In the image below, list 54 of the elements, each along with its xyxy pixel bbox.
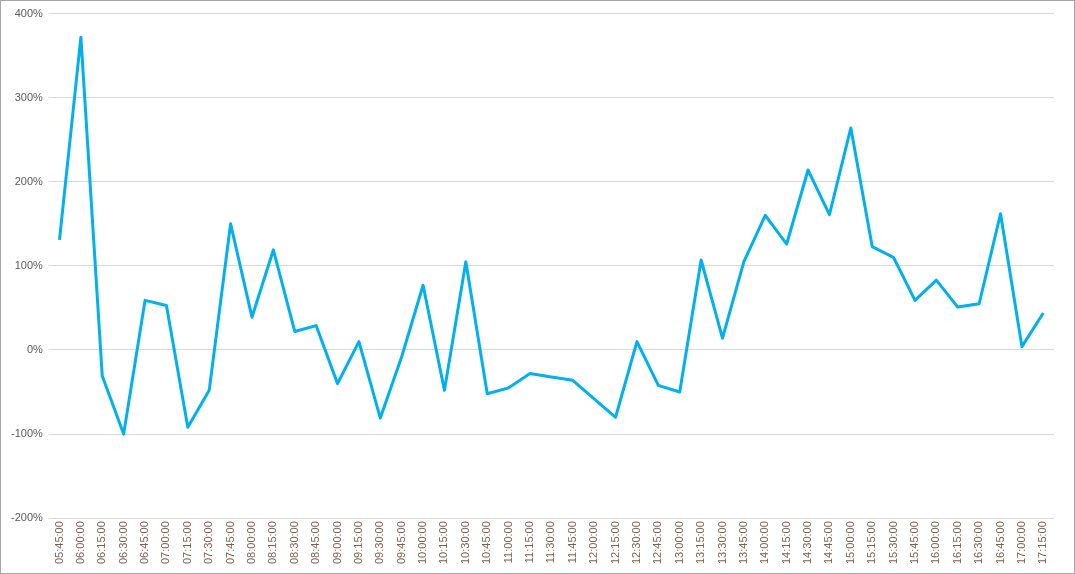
x-tick-label: 16:45:00 <box>993 521 1006 565</box>
x-tick-label: 08:00:00 <box>245 521 258 565</box>
x-tick-label: 07:00:00 <box>159 521 172 565</box>
x-tick-label: 07:15:00 <box>180 521 193 565</box>
x-tick-label: 14:00:00 <box>758 521 771 565</box>
x-tick-label: 06:30:00 <box>116 521 129 565</box>
x-tick-label: 08:30:00 <box>287 521 300 565</box>
x-tick-label: 08:15:00 <box>266 521 279 565</box>
x-tick-label: 07:30:00 <box>202 521 215 565</box>
x-tick-label: 09:00:00 <box>330 521 343 565</box>
x-tick-label: 13:00:00 <box>672 521 685 565</box>
x-tick-label: 10:30:00 <box>458 521 471 565</box>
y-tick-label: 0% <box>26 343 44 356</box>
x-tick-label: 17:15:00 <box>1036 521 1049 565</box>
x-tick-label: 13:30:00 <box>715 521 728 565</box>
x-tick-label: 11:15:00 <box>523 521 536 564</box>
y-tick-label: -200% <box>11 511 44 524</box>
y-tick-label: 300% <box>14 90 44 103</box>
x-tick-label: 15:45:00 <box>908 521 921 565</box>
x-tick-label: 12:30:00 <box>629 521 642 565</box>
x-tick-label: 16:00:00 <box>929 521 942 565</box>
x-tick-label: 15:15:00 <box>865 521 878 565</box>
x-tick-label: 08:45:00 <box>309 521 322 565</box>
x-tick-label: 09:45:00 <box>394 521 407 565</box>
x-tick-label: 06:15:00 <box>95 521 108 565</box>
x-tick-label: 14:30:00 <box>801 521 814 565</box>
x-tick-label: 06:00:00 <box>73 521 86 565</box>
x-tick-label: 10:15:00 <box>437 521 450 565</box>
x-tick-label: 11:30:00 <box>544 521 557 564</box>
x-tick-label: 12:15:00 <box>608 521 621 565</box>
x-tick-label: 11:45:00 <box>565 521 578 564</box>
y-tick-label: 400% <box>14 6 44 19</box>
x-tick-label: 10:00:00 <box>416 521 429 565</box>
x-tick-label: 11:00:00 <box>501 521 514 564</box>
x-tick-label: 12:00:00 <box>587 521 600 565</box>
x-tick-label: 10:45:00 <box>480 521 493 565</box>
x-tick-label: 14:45:00 <box>822 521 835 565</box>
x-tick-label: 16:15:00 <box>950 521 963 565</box>
x-tick-label: 15:30:00 <box>886 521 899 565</box>
y-tick-label: 100% <box>14 258 44 271</box>
y-tick-label: -100% <box>11 427 44 440</box>
x-tick-label: 12:45:00 <box>651 521 664 565</box>
x-tick-label: 15:00:00 <box>843 521 856 565</box>
x-tick-label: 13:45:00 <box>736 521 749 565</box>
x-tick-label: 06:45:00 <box>138 521 151 565</box>
x-tick-label: 07:45:00 <box>223 521 236 565</box>
x-tick-label: 13:15:00 <box>694 521 707 565</box>
x-tick-label: 05:45:00 <box>52 521 65 565</box>
y-tick-label: 200% <box>14 174 44 187</box>
x-tick-label: 09:30:00 <box>373 521 386 565</box>
x-tick-label: 16:30:00 <box>972 521 985 565</box>
x-tick-label: 17:00:00 <box>1014 521 1027 565</box>
x-tick-label: 14:15:00 <box>779 521 792 565</box>
x-tick-label: 09:15:00 <box>351 521 364 565</box>
